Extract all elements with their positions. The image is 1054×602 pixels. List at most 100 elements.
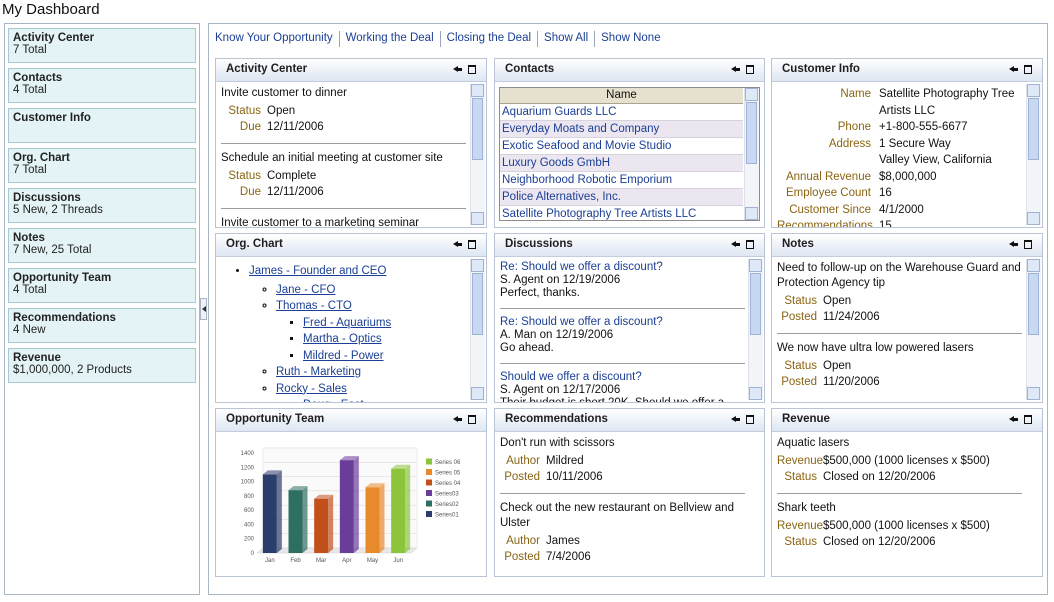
panel: Revenue Aquatic lasers Revenue $500,000 (10… [771,408,1043,577]
field-row: Revenue $500,000 (1000 licenses x $500) [777,453,1037,469]
panel-title: Org. Chart [226,238,283,250]
collapse-icon[interactable] [1009,65,1018,74]
field-value: 11/24/2006 [823,311,880,323]
scroll-down[interactable] [471,387,484,400]
scroll-up[interactable] [471,84,484,97]
maximize-icon[interactable] [1024,415,1032,424]
record-heading: Schedule an initial meeting at customer … [221,152,443,164]
field-label: Name [840,88,871,100]
maximize-icon[interactable] [468,65,476,74]
bar-top [288,486,308,491]
scroll-thumb[interactable] [472,98,483,160]
bar-side [353,456,359,553]
nav-link[interactable]: Show None [594,31,666,47]
sidebar-item-title: Notes [13,232,45,244]
tree-link[interactable]: Rocky - Sales [276,382,347,395]
field-label: Annual Revenue [785,170,871,183]
field-value: Closed on 12/20/2006 [823,471,936,483]
scroll-down[interactable] [749,387,762,400]
table-row[interactable]: Police Alternatives, Inc. [500,189,743,206]
scrollbar [470,259,485,400]
sidebar-item-subtitle: 7 Total [13,44,47,56]
discussion-subject[interactable]: Re: Should we offer a discount? [500,261,663,273]
scroll-up[interactable] [471,259,484,272]
maximize-icon[interactable] [746,240,754,249]
maximize-icon[interactable] [746,415,754,424]
scroll-thumb[interactable] [472,273,483,335]
sidebar-item[interactable]: Org. Chart 7 Total [8,148,196,183]
record-heading: Check out the new restaurant on Bellview… [500,502,734,529]
discussion-subject[interactable]: Re: Should we offer a discount? [500,316,663,328]
scroll-up[interactable] [745,88,758,101]
nav-link[interactable]: Closing the Deal [439,31,537,47]
table-row[interactable]: Everyday Moats and Company [500,121,743,138]
tree-link[interactable]: Thomas - CTO [276,300,352,312]
scrollbar [744,88,759,220]
tree-link[interactable]: Mildred - Power [303,349,384,362]
sidebar-item[interactable]: Contacts 4 Total [8,68,196,103]
sidebar-item[interactable]: Recommendations 4 New [8,308,196,343]
sidebar-item[interactable]: Opportunity Team 4 Total [8,268,196,303]
legend-swatch [426,469,432,475]
scroll-thumb[interactable] [1028,273,1039,335]
scroll-up[interactable] [1027,84,1040,97]
maximize-icon[interactable] [468,240,476,249]
collapse-icon[interactable] [453,65,462,74]
tree-link[interactable]: Martha - Optics [303,333,382,345]
sidebar-item[interactable]: Customer Info [8,108,196,143]
field-row: Phone +1-800-555-6677 [777,119,1022,136]
sidebar-item[interactable]: Revenue $1,000,000, 2 Products [8,348,196,383]
field-value: 10/11/2006 [546,471,603,483]
tree-link[interactable]: Jane - CFO [276,283,336,296]
separator [777,333,1022,334]
panel-header: Recommendations [495,409,764,432]
nav-link[interactable]: Know Your Opportunity [215,32,333,44]
legend-label: Series 05 [435,471,461,477]
table-row[interactable]: Neighborhood Robotic Emporium [500,172,743,189]
table-row[interactable]: Satellite Photography Tree Artists LLC [500,206,743,220]
nav-link[interactable]: Working the Deal [338,31,440,47]
maximize-icon[interactable] [746,65,754,74]
scroll-down[interactable] [1027,387,1040,400]
tree-link[interactable]: James - Founder and CEO [249,265,387,277]
scroll-thumb[interactable] [746,102,757,164]
collapse-icon[interactable] [1009,415,1018,424]
scroll-thumb[interactable] [1028,98,1039,160]
tree-link[interactable]: Fred - Aquariums [303,316,392,329]
panel-header: Customer Info [772,59,1042,82]
collapse-icon[interactable] [1009,240,1018,249]
table-row[interactable]: Luxury Goods GmbH [500,155,743,172]
table-row[interactable]: Exotic Seafood and Movie Studio [500,138,743,155]
sidebar-item[interactable]: Activity Center 7 Total [8,28,196,63]
collapse-icon[interactable] [453,240,462,249]
maximize-icon[interactable] [468,415,476,424]
scroll-down[interactable] [745,207,758,220]
tree-link[interactable]: Ruth - Marketing [276,366,362,378]
maximize-icon[interactable] [1024,65,1032,74]
scrollbar [748,259,763,400]
table-row[interactable]: Aquarium Guards LLC [500,104,743,121]
scroll-thumb[interactable] [750,273,761,335]
collapse-icon[interactable] [731,415,740,424]
scroll-up[interactable] [1027,259,1040,272]
sidebar-item[interactable]: Discussions 5 New, 2 Threads [8,188,196,223]
sidebar-item[interactable]: Notes 7 New, 25 Total [8,228,196,263]
collapse-icon[interactable] [731,65,740,74]
discussion-subject[interactable]: Should we offer a discount? [500,371,642,383]
collapse-icon[interactable] [453,415,462,424]
nav-link[interactable]: Show All [537,31,594,47]
collapse-button[interactable] [200,298,207,320]
x-tick-label: Feb [290,558,301,564]
panel-header: Contacts [495,59,764,82]
scroll-down[interactable] [471,212,484,225]
bar-side [405,464,411,553]
maximize-icon[interactable] [1024,240,1032,249]
field-value: $500,000 (1000 licenses x $500) [823,520,990,532]
field-label: Status [228,105,261,117]
tree-link[interactable]: Doug - East [303,399,364,402]
scroll-up[interactable] [749,259,762,272]
legend-label: Series01 [435,513,459,519]
field-label: Author [506,455,540,467]
collapse-icon[interactable] [731,240,740,249]
scroll-down[interactable] [1027,212,1040,225]
